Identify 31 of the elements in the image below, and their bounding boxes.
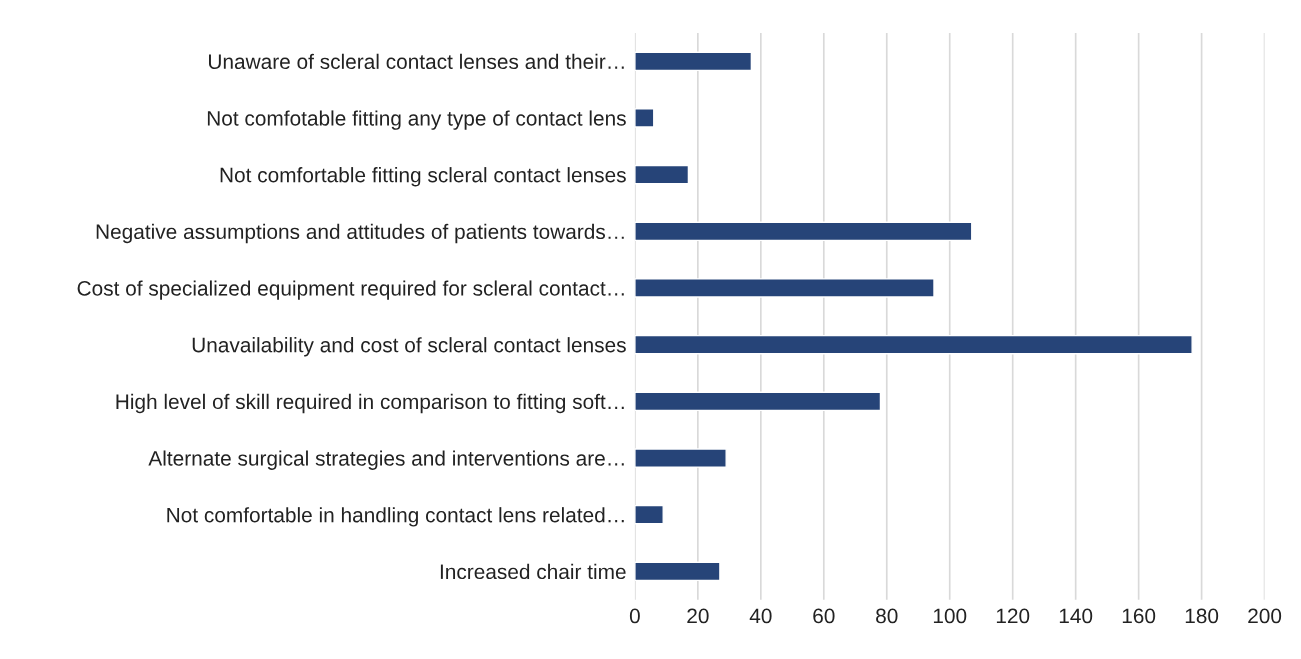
x-tick-label: 140 — [1059, 608, 1093, 624]
bar — [634, 51, 753, 72]
bar — [634, 448, 727, 468]
y-tick-label: Unavailability and cost of scleral contact lenses — [192, 337, 626, 357]
x-tick-label: 20 — [687, 608, 709, 624]
y-tick-label: Negative assumptions and attitudes of patients towards… — [96, 223, 624, 244]
bar — [634, 278, 935, 298]
x-tick-label: 80 — [876, 608, 898, 624]
x-tick-label: 60 — [813, 608, 835, 624]
x-tick-label: 0 — [629, 608, 640, 624]
y-tick-label: Not comfortable in handling contact lens related… — [167, 507, 624, 527]
bar — [634, 334, 1193, 355]
y-tick-label: High level of skill required in comparison to fitting soft… — [116, 393, 624, 414]
bar — [634, 108, 655, 128]
bar — [634, 561, 721, 582]
y-tick-label: Alternate surgical strategies and interventions are… — [148, 450, 624, 470]
y-tick-label: Cost of specialized equipment required for scleral contact… — [77, 280, 624, 300]
bar — [634, 164, 690, 185]
y-tick-label: Increased chair time — [440, 563, 626, 580]
bar — [634, 221, 973, 242]
bar — [634, 391, 882, 412]
y-tick-label: Unaware of scleral contact lenses and their… — [209, 53, 624, 70]
x-tick-label: 160 — [1122, 608, 1156, 624]
y-tick-label: Not comfortable fitting scleral contact lenses — [220, 167, 626, 187]
x-tick-label: 200 — [1248, 608, 1282, 624]
x-tick-label: 120 — [996, 608, 1030, 624]
x-tick-label: 100 — [933, 608, 967, 624]
x-tick-label: 40 — [749, 608, 772, 624]
y-tick-label: Not comfotable fitting any type of contact lens — [207, 110, 626, 130]
x-tick-label: 180 — [1185, 608, 1219, 624]
bar — [634, 504, 664, 525]
